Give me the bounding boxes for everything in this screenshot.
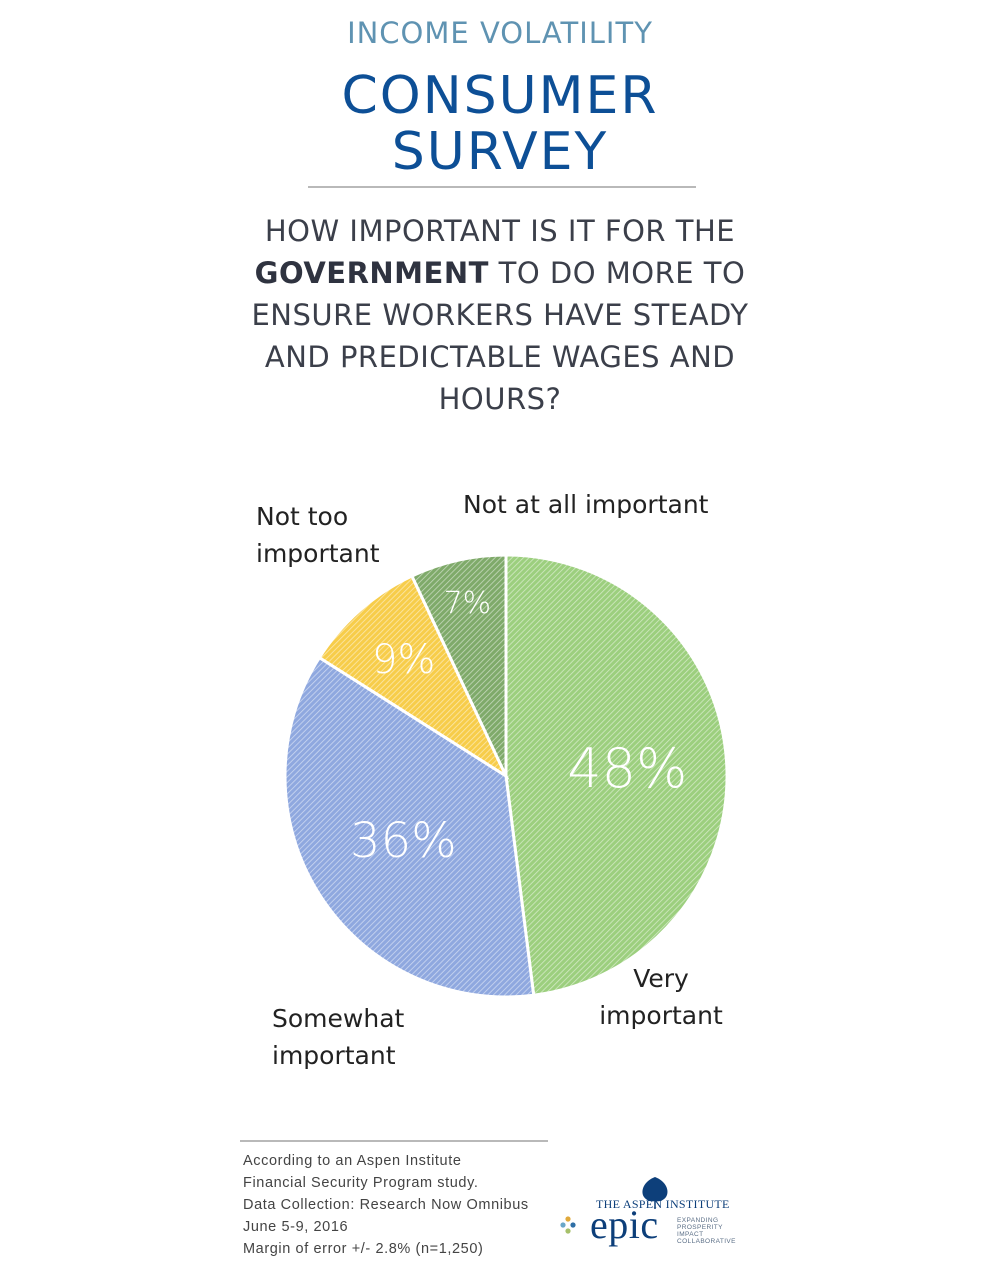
slice-label-somewhat-important-line2: important [272,1041,396,1070]
aspen-epic-logo: THE ASPEN INSTITUTE epic EXPANDING PROSP… [560,1175,760,1255]
survey-question: HOW IMPORTANT IS IT FOR THE GOVERNMENT T… [220,210,780,420]
pie-value-label-3: 7% [444,586,492,621]
slice-label-somewhat-important-line1: Somewhat [272,1004,405,1033]
logo-org-name: THE ASPEN INSTITUTE [596,1197,730,1211]
logo-tagline: EXPANDING PROSPERITY IMPACT COLLABORATIV… [677,1217,736,1245]
aspen-leaf-icon [642,1177,668,1209]
epic-dots-icon [560,1216,576,1234]
slice-label-very-important: Very important [586,960,736,1034]
footnote-line5: Margin of error +/- 2.8% (n=1,250) [243,1241,484,1257]
footer-divider [240,1140,548,1142]
pie-value-label-1: 36% [350,813,457,869]
slice-label-not-at-all-important: Not at all important [463,486,763,523]
slice-label-not-too-important-line1: Not too [256,502,349,531]
question-bold: GOVERNMENT [254,256,489,290]
slice-label-somewhat-important: Somewhat important [272,1000,472,1074]
question-post: TO DO MORE TO ENSURE WORKERS HAVE STEADY… [251,256,749,416]
pie-slice-1 [283,655,536,999]
slice-label-not-at-all-important-line1: Not at all important [463,490,709,519]
slice-label-very-important-line2: important [599,1001,723,1030]
main-title-line1: CONSUMER [341,66,659,126]
logo-tagline-1: EXPANDING [677,1217,719,1224]
main-title-line2: SURVEY [391,122,609,182]
footnote-line3: Data Collection: Research Now Omnibus [243,1197,529,1213]
slice-label-very-important-line1: Very [633,964,689,993]
kicker-title: INCOME VOLATILITY [347,16,653,50]
title-divider [308,186,696,188]
pie-value-label-2: 9% [372,637,435,683]
logo-tagline-4: COLLABORATIVE [677,1238,736,1245]
source-footnote: According to an Aspen Institute Financia… [243,1150,563,1260]
pie-slice-2 [317,574,510,781]
slice-label-not-too-important: Not too important [256,498,416,572]
logo-tagline-2: PROSPERITY [677,1224,723,1231]
pie-slice-0 [504,553,729,997]
footnote-line4: June 5-9, 2016 [243,1219,349,1235]
pie-value-label-0: 48% [567,737,687,800]
logo-epic-wordmark: epic [590,1202,659,1247]
logo-tagline-3: IMPACT [677,1231,704,1238]
slice-label-not-too-important-line2: important [256,539,380,568]
question-pre: HOW IMPORTANT IS IT FOR THE [264,214,736,248]
footnote-line1: According to an Aspen Institute [243,1153,462,1169]
footnote-line2: Financial Security Program study. [243,1175,479,1191]
main-title: CONSUMER SURVEY [0,68,1000,180]
pie-slice-3 [409,553,508,777]
